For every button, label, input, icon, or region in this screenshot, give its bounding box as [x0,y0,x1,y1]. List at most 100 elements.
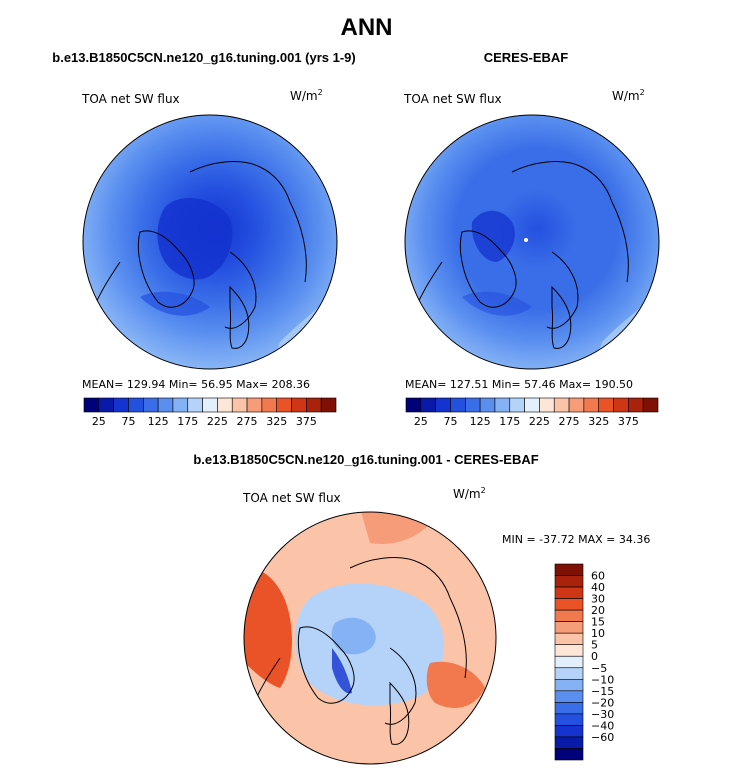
colorbar-swatch [420,397,436,413]
colorbar-swatch [554,713,584,726]
colorbar-swatch [539,397,555,413]
colorbar-swatch [553,397,570,413]
colorbar-tick-label: −15 [591,685,614,698]
colorbar-tick-label: 25 [92,415,106,428]
colorbar-swatch [554,748,584,761]
colorbar-tick-label: 125 [148,415,169,428]
colorbar-swatch [613,397,629,413]
colorbar-swatch [583,397,600,413]
panel-1-map [82,114,338,370]
colorbar-swatch [554,609,584,622]
colorbar-tick-label: 0 [591,650,598,663]
panel-3-archipelago-negative [331,617,376,655]
colorbar-swatch [554,736,584,749]
colorbar-swatch [554,690,584,703]
panel-1-canada-region [140,291,210,316]
colorbar-swatch [83,397,100,413]
panel-3-title: b.e13.B1850C5CN.ne120_g16.tuning.001 - C… [193,452,539,467]
panel-2-canada-region [462,291,532,316]
panel-2-units-exp: 2 [639,88,645,97]
colorbar-tick-label: −30 [591,708,614,721]
colorbar-tick-label: 15 [591,616,605,629]
colorbar-swatch [464,397,481,413]
colorbar-swatch [202,397,218,413]
colorbar-tick-label: 5 [591,639,598,652]
colorbar-swatch [554,667,584,680]
colorbar-tick-label: 75 [121,415,135,428]
panel-1-colorbar: 25 75 125 175 225 275 325 375 [83,397,337,428]
panel-3-units-base: W/m [453,487,481,501]
main-title: ANN [340,14,393,41]
colorbar-swatch [554,644,584,657]
colorbar-tick-label: 275 [559,415,580,428]
panel-2-map-border [404,114,660,370]
panel-3-east-positive [426,661,485,708]
panel-2-units: W/m2 [612,88,645,103]
panel-2-units-base: W/m [612,89,640,103]
colorbar-swatch [554,621,584,634]
colorbar-swatch [276,397,292,413]
colorbar-tick-label: 10 [591,627,605,640]
colorbar-tick-label: 40 [591,581,605,594]
panel-3-stats: MIN = -37.72 MAX = 34.36 [502,533,651,546]
colorbar-swatch [142,397,159,413]
panel-1-stats: MEAN= 129.94 Min= 56.95 Max= 208.36 [82,378,311,391]
panel-1-units-exp: 2 [317,88,323,97]
panel-1-variable-label: TOA net SW flux [82,92,180,106]
colorbar-swatch [128,397,144,413]
panel-2-field [405,115,659,369]
colorbar-tick-label: 375 [618,415,639,428]
colorbar-swatch [524,397,540,413]
colorbar-swatch [231,397,248,413]
colorbar-swatch [554,655,584,669]
colorbar-tick-label: 125 [470,415,491,428]
colorbar-tick-label: 30 [591,593,605,606]
colorbar-tick-label: −20 [591,696,614,709]
colorbar-tick-label: 325 [588,415,609,428]
panel-1-arctic-core [157,197,233,280]
colorbar-swatch [568,397,585,413]
panel-1-coastlines [91,161,307,329]
colorbar-tick-label: −5 [591,662,607,675]
panel-1-title: b.e13.B1850C5CN.ne120_g16.tuning.001 (yr… [52,50,356,65]
colorbar-swatch [494,397,511,413]
colorbar-tick-label: 225 [529,415,550,428]
colorbar-tick-label: −60 [591,731,614,744]
panel-1-units: W/m2 [290,88,323,103]
colorbar-swatch [435,397,451,413]
colorbar-swatch [554,586,584,599]
colorbar-tick-label: 225 [207,415,228,428]
colorbar-swatch [217,397,233,413]
colorbar-swatch [554,598,584,611]
colorbar-tick-label: 325 [266,415,287,428]
colorbar-swatch [405,397,422,413]
panel-2-scandinavia-coast [551,285,572,349]
colorbar-swatch [291,397,307,413]
panel-2-coastlines [413,161,629,329]
panel-1-map-border [82,114,338,370]
colorbar-swatch [554,563,584,576]
colorbar-swatch [554,678,584,692]
colorbar-swatch [157,397,174,413]
colorbar-tick-label: 60 [591,570,605,583]
panel-2-title: CERES-EBAF [483,50,569,65]
colorbar-swatch [246,397,263,413]
colorbar-tick-label: −40 [591,719,614,732]
colorbar-tick-label: −10 [591,673,614,686]
colorbar-swatch [98,397,114,413]
colorbar-tick-label: 75 [443,415,457,428]
colorbar-swatch [554,725,584,738]
colorbar-tick-label: 20 [591,604,605,617]
colorbar-tick-label: 275 [237,415,258,428]
panel-2-archipelago-core [471,210,515,262]
panel-3-coastlines [251,557,467,725]
colorbar-swatch [261,397,278,413]
panel-2-variable-label: TOA net SW flux [404,92,502,106]
panel-1-units-base: W/m [290,89,318,103]
colorbar-swatch [554,575,584,588]
colorbar-swatch [306,397,322,413]
panel-3-units-exp: 2 [480,486,486,495]
colorbar-tick-label: 25 [414,415,428,428]
colorbar-swatch [598,397,614,413]
